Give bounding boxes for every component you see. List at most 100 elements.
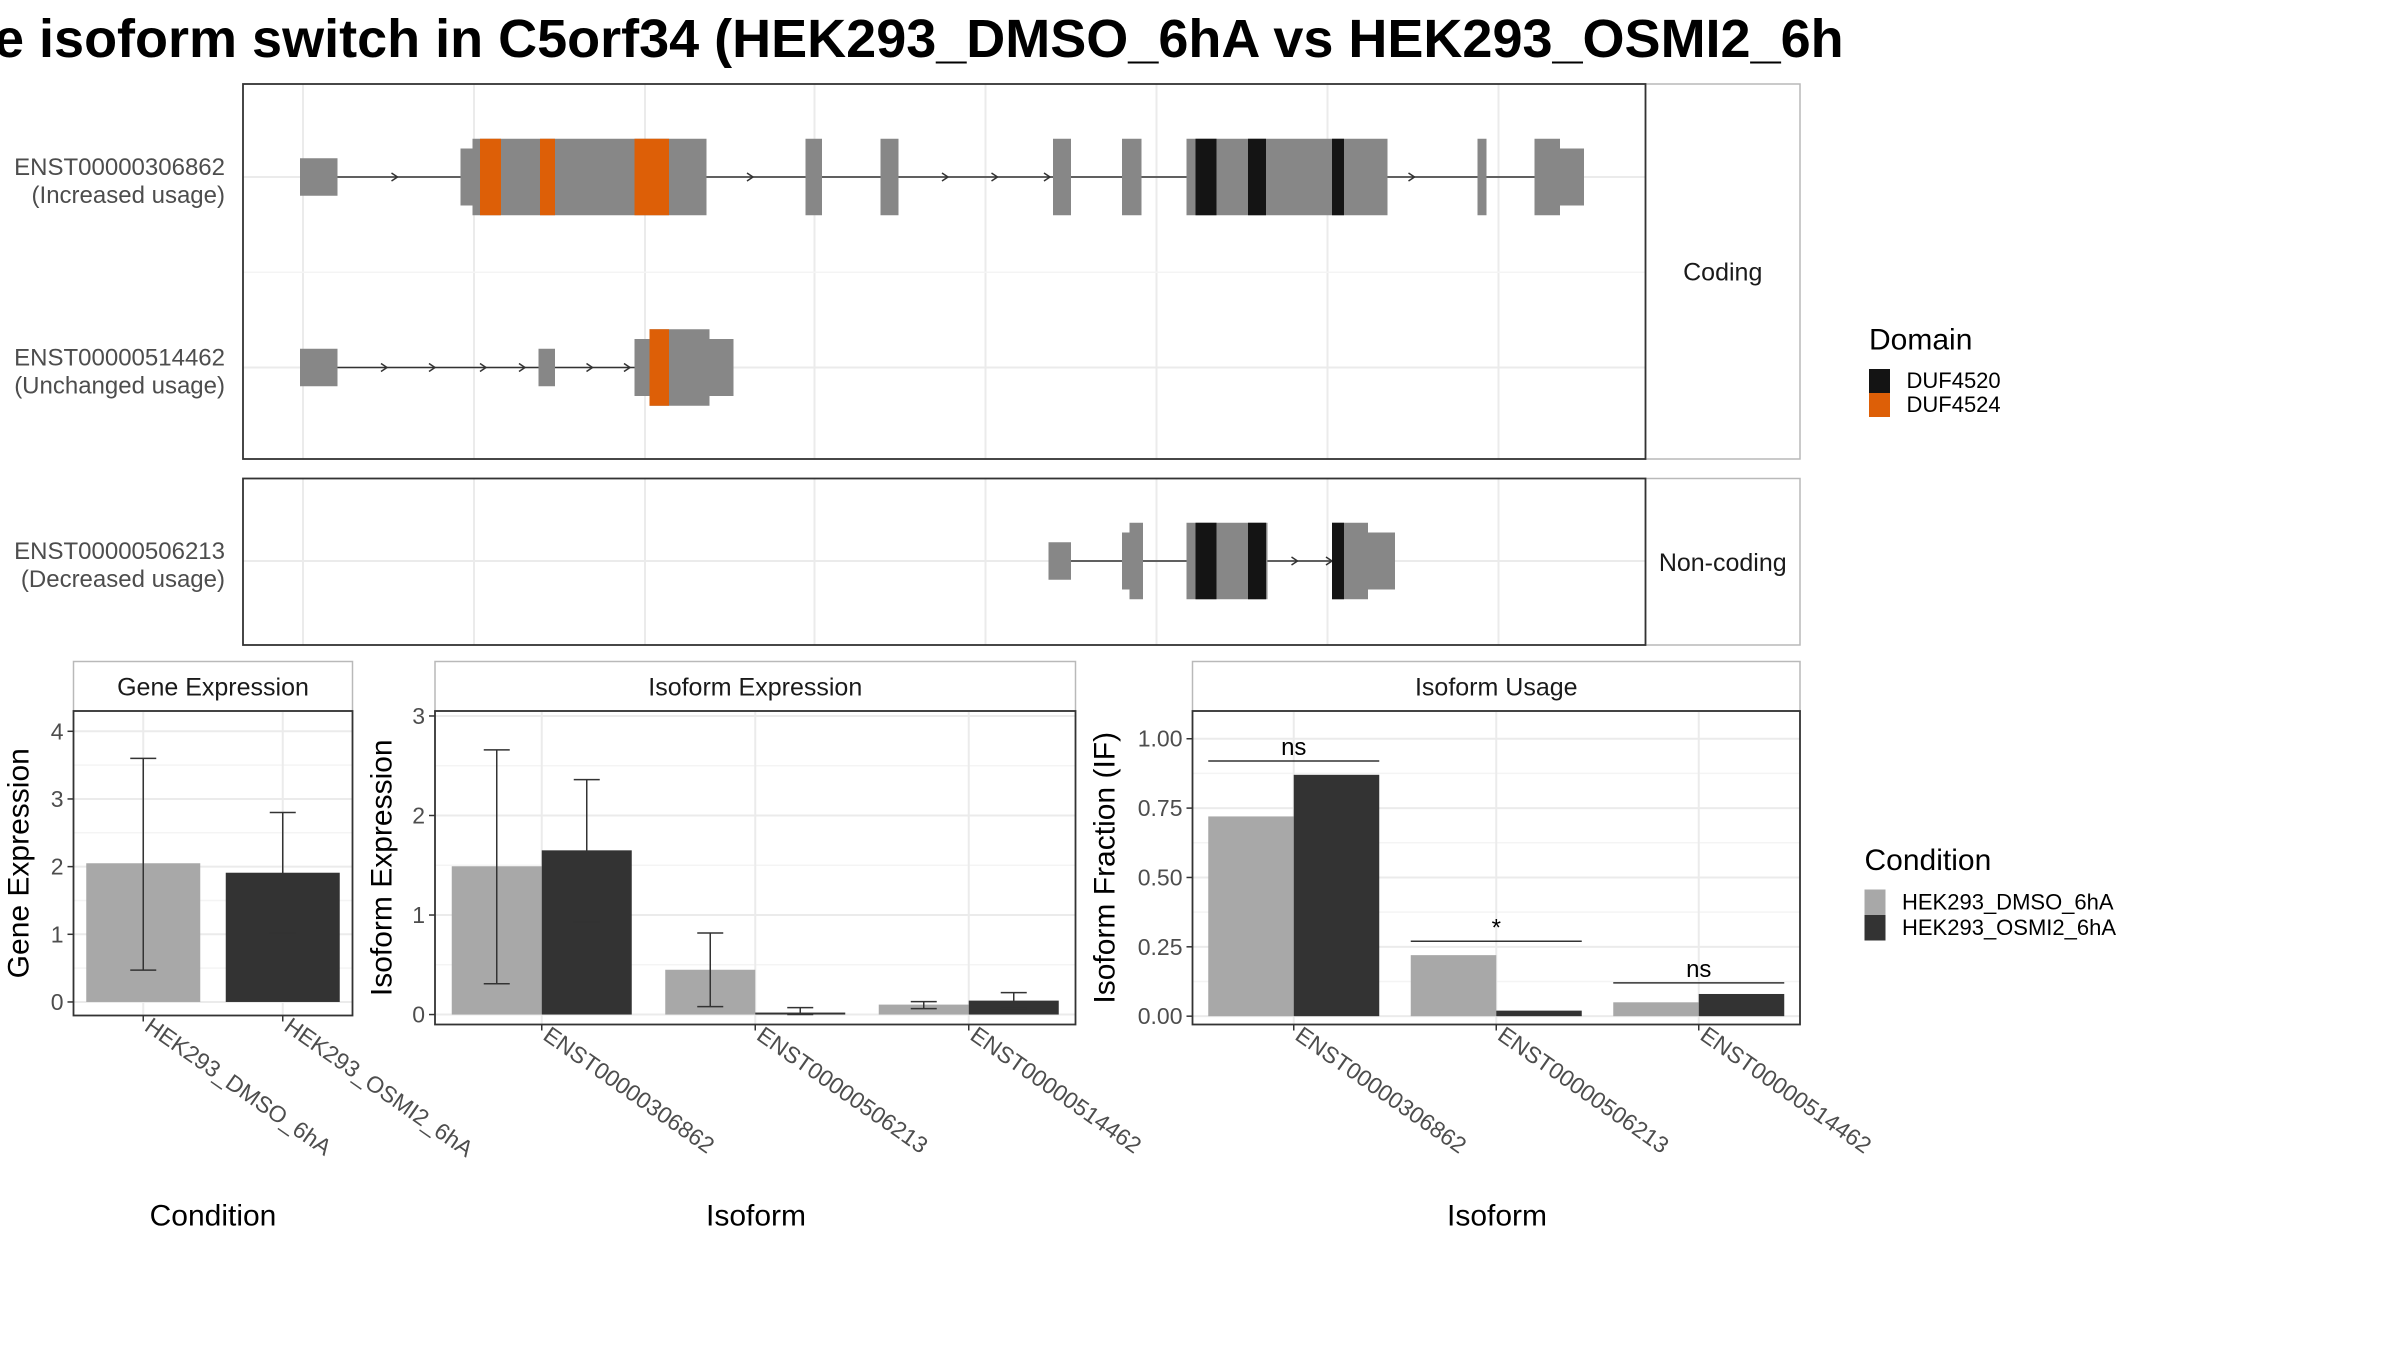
strand-arrow [479, 362, 488, 373]
exon-block [709, 339, 734, 396]
exon-block [1122, 138, 1142, 216]
domain-block-duf4524 [540, 138, 555, 216]
chart-title: Isoform Usage [1415, 673, 1578, 701]
bar [1698, 993, 1785, 1017]
exon-block [1048, 542, 1071, 580]
panel-strip-label: Coding [1683, 259, 1762, 287]
x-axis-title: Condition [150, 1200, 277, 1233]
figure-title: e isoform switch in C5orf34 (HEK293_DMSO… [0, 9, 1844, 69]
x-tick-label: ENST00000506213 [752, 1021, 932, 1158]
domain-block-duf4524 [649, 329, 669, 406]
exon-block [1122, 532, 1130, 590]
exon-block [1186, 522, 1193, 600]
panel-border [242, 477, 1647, 646]
chart-border [72, 710, 354, 1017]
panel-strip-label: Non-coding [1659, 549, 1787, 577]
chart-strip [434, 660, 1077, 712]
x-axis-title: Isoform [1447, 1200, 1547, 1233]
y-tick-label: 0 [51, 989, 64, 1015]
exon-block [1129, 522, 1143, 600]
strand-arrow [428, 362, 437, 373]
transcript-id-label: ENST00000506213 [14, 538, 225, 565]
y-axis-title: Gene Expression [3, 748, 36, 978]
y-tick-label: 2 [412, 803, 425, 829]
bar [1208, 816, 1294, 1017]
x-axis-title: Isoform [706, 1200, 806, 1233]
legend-label: DUF4520 [1907, 368, 2001, 393]
exon-block [1368, 532, 1395, 590]
transcript-usage-label: (Decreased usage) [21, 566, 225, 593]
x-tick-label: ENST00000514462 [966, 1021, 1146, 1158]
domain-block-duf4524 [634, 138, 669, 216]
legend-title: Condition [1865, 844, 1992, 877]
chart-title: Gene Expression [117, 673, 309, 701]
x-tick-label: ENST00000514462 [1696, 1021, 1876, 1158]
panel-border [242, 83, 1647, 460]
expression-charts: Gene Expression01234HEK293_DMSO_6hAHEK29… [3, 660, 1876, 1233]
strand-arrow [1043, 172, 1052, 182]
legend-swatch [1864, 889, 1886, 915]
transcript-usage-label: (Unchanged usage) [14, 373, 225, 400]
bar [878, 1004, 969, 1015]
y-tick-label: 3 [51, 786, 64, 812]
legend-label: HEK293_OSMI2_6hA [1902, 915, 2116, 940]
strand-arrow [991, 172, 999, 182]
domain-block-duf4520 [1195, 522, 1217, 600]
exon-block [805, 138, 822, 216]
domain-block-duf4520 [1332, 522, 1344, 600]
transcript-id-label: ENST00000306862 [14, 154, 225, 181]
significance-label: ns [1281, 734, 1306, 761]
strand-arrow [380, 362, 389, 373]
exon-block [300, 158, 338, 196]
bar [1496, 1010, 1582, 1017]
transcript-track: ENST00000306862(Increased usage) [14, 138, 1584, 216]
bar [1613, 1002, 1699, 1017]
significance-label: ns [1686, 956, 1711, 983]
chart-1: Gene Expression01234HEK293_DMSO_6hAHEK29… [3, 660, 479, 1233]
y-tick-label: 0.25 [1138, 934, 1183, 960]
x-tick-label: ENST00000306862 [1291, 1021, 1471, 1158]
panel-strip [1644, 477, 1801, 646]
bar [1410, 955, 1497, 1017]
exon-block [673, 138, 707, 216]
domain-block-duf4520 [1195, 138, 1217, 216]
exon-block [1477, 138, 1487, 216]
legend-swatch [1869, 393, 1890, 417]
transcript-track: ENST00000506213(Decreased usage) [14, 522, 1395, 600]
transcript-track: ENST00000514462(Unchanged usage) [14, 329, 734, 406]
legend-label: DUF4524 [1907, 392, 2001, 417]
y-tick-label: 4 [51, 718, 64, 744]
y-tick-label: 0.75 [1138, 795, 1183, 821]
structure-panel-2: Non-coding ENST00000506213(Decreased usag… [14, 477, 1801, 646]
exon-block [1560, 148, 1584, 206]
legend-title: Domain [1869, 324, 1972, 357]
strand-arrow [1291, 556, 1299, 566]
exon-block [1053, 138, 1071, 216]
y-axis-title: Isoform Fraction (IF) [1089, 732, 1122, 1004]
strand-arrow [623, 362, 632, 373]
x-tick-label: ENST00000506213 [1493, 1021, 1673, 1158]
x-tick-label: ENST00000306862 [539, 1021, 719, 1158]
y-tick-label: 0.50 [1138, 864, 1183, 890]
y-tick-label: 3 [412, 703, 425, 729]
transcript-usage-label: (Increased usage) [32, 182, 225, 209]
exon-block [880, 138, 899, 216]
domain-block-duf4520 [1248, 522, 1266, 600]
legend-swatch [1864, 915, 1886, 941]
legend-label: HEK293_DMSO_6hA [1902, 890, 2114, 915]
strand-arrow [941, 172, 950, 182]
y-tick-label: 1 [412, 902, 425, 928]
exon-block [538, 348, 555, 387]
strand-arrow [518, 362, 527, 373]
panel-strip [1644, 83, 1801, 460]
y-tick-label: 1.00 [1138, 726, 1183, 752]
chart-strip [72, 660, 354, 712]
y-tick-label: 0 [412, 1002, 425, 1028]
chart-3: Isoform Usage ns * ns 0.00 0.25 0.50 0.75 1.00 EN… [1089, 660, 1876, 1233]
transcript-id-label: ENST00000514462 [14, 345, 225, 372]
legend-swatch [1869, 369, 1890, 393]
